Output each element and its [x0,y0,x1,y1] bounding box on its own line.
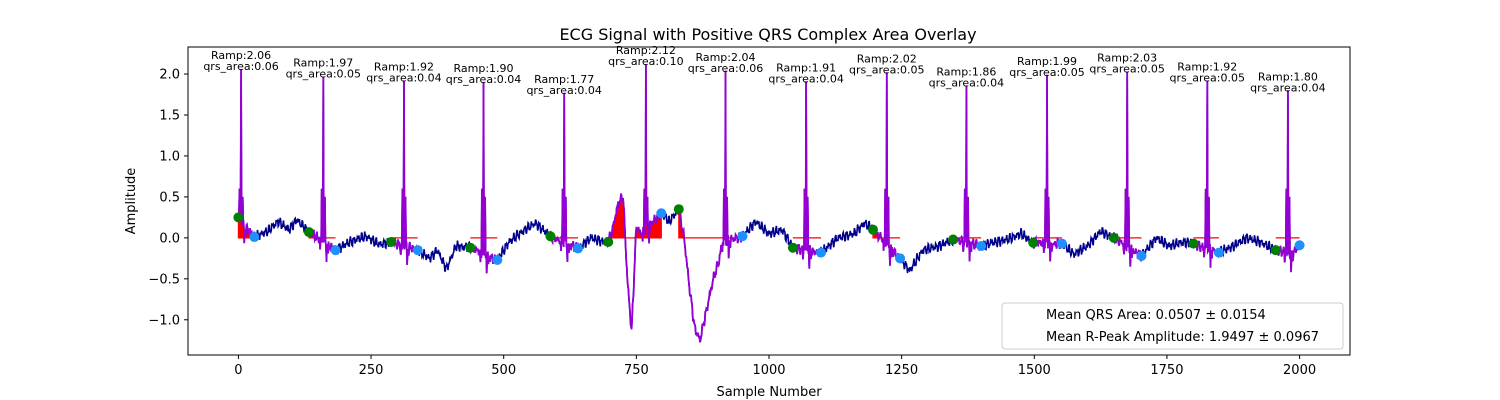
qrs-area-label: qrs_area:0.05 [286,67,361,80]
legend-entry-qrs-area: Mean QRS Area: 0.0507 ± 0.0154 [1046,308,1266,323]
x-tick-label: 250 [359,363,384,378]
qrs-area-label: qrs_area:0.05 [1170,72,1245,85]
legend: Mean QRS Area: 0.0507 ± 0.0154 Mean R-Pe… [1001,302,1344,350]
y-tick-label: 0.5 [159,190,180,205]
r-amplitude-label: Ramp:2.06 [211,49,271,62]
chart-title: ECG Signal with Positive QRS Complex Are… [559,25,976,44]
qrs-onset-marker [787,242,798,253]
x-tick-label: 1750 [1150,363,1183,378]
qrs-area-label: qrs_area:0.04 [929,77,1004,90]
qrs-area-label: qrs_area:0.04 [1250,81,1325,94]
y-tick-label: 1.0 [159,149,180,164]
qrs-segment-line [1032,74,1063,262]
qrs-offset-marker [1136,250,1147,261]
qrs-onset-marker [948,234,959,245]
x-tick-label: 1500 [1018,363,1051,378]
qrs-offset-marker [895,253,906,264]
qrs-onset-marker [233,212,244,223]
qrs-offset-marker [492,254,503,265]
qrs-segment-line [549,92,579,262]
ecg-signal-line [237,64,1301,343]
qrs-onset-marker [303,227,314,238]
qrs-offset-marker [815,247,826,258]
qrs-area-label: qrs_area:0.05 [849,63,924,76]
qrs-segment-line [792,81,822,269]
qrs-onset-marker [1270,245,1281,256]
qrs-onset-marker [386,236,397,247]
qrs-area-label: qrs_area:0.04 [526,84,601,97]
y-tick-label: 0.0 [159,231,180,246]
qrs-segment-line [952,85,983,262]
x-tick-label: 1000 [752,363,785,378]
qrs-segment-line [237,69,256,244]
legend-entry-r-peak: Mean R-Peak Amplitude: 1.9497 ± 0.0967 [1046,330,1319,345]
qrs-onset-marker [603,236,614,247]
qrs-segment-line [390,80,419,265]
y-tick-label: 1.5 [159,108,180,123]
r-amplitude-label: Ramp:1.91 [776,61,836,74]
qrs-offset-marker [412,245,423,256]
qrs-segment-line [1193,80,1220,268]
qrs-offset-marker [656,208,667,219]
qrs-area-label: qrs_area:0.10 [608,55,683,68]
r-amplitude-label: Ramp:2.04 [695,51,755,64]
legend-box [1001,302,1344,350]
qrs-offset-marker [1056,238,1067,249]
qrs-area-label: qrs_area:0.04 [446,73,521,86]
r-amplitude-label: Ramp:1.80 [1258,70,1318,83]
qrs-area-label: qrs_area:0.05 [1009,66,1084,79]
y-tick-label: −0.5 [148,272,180,287]
qrs-area-label: qrs_area:0.04 [768,72,843,85]
x-tick-label: 1250 [885,363,918,378]
qrs-offset-marker [330,245,341,256]
r-amplitude-label: Ramp:2.02 [857,52,917,65]
qrs-onset-marker [465,242,476,253]
r-amplitude-label: Ramp:1.97 [293,56,353,69]
y-axis-title: Amplitude [124,168,139,235]
qrs-offset-marker [976,241,987,252]
x-tick-label: 0 [234,363,242,378]
x-tick-label: 500 [491,363,516,378]
r-amplitude-label: Ramp:1.86 [936,66,996,79]
qrs-segment-line [607,64,663,330]
qrs-offset-marker [737,231,748,242]
qrs-onset-marker [1028,237,1039,248]
axes: 0 250 500 750 1000 1250 1500 1750 2000 −1.0 −0.5 0.… [148,68,1316,378]
qrs-offset-marker [1213,247,1224,258]
qrs-area-label: qrs_area:0.04 [366,72,441,85]
qrs-offset-marker [249,232,260,243]
qrs-offset-marker [572,243,583,254]
y-tick-label: −1.0 [148,313,180,328]
x-axis-title: Sample Number [716,385,822,400]
y-tick-label: 2.0 [159,68,180,83]
r-amplitude-label: Ramp:1.77 [534,73,594,86]
x-tick-label: 2000 [1283,363,1316,378]
qrs-segment-line [1113,71,1143,267]
qrs-offset-marker [1294,240,1305,251]
qrs-positive-area [678,70,744,239]
r-amplitude-label: Ramp:1.92 [374,61,434,74]
qrs-onset-marker [545,231,556,242]
r-amplitude-label: Ramp:1.90 [454,62,514,75]
qrs-segment-line [469,82,499,274]
qrs-area-label: qrs_area:0.06 [203,60,278,73]
r-amplitude-label: Ramp:1.92 [1177,61,1237,74]
x-tick-label: 750 [624,363,649,378]
r-amplitude-label: Ramp:1.99 [1017,55,1077,68]
qrs-segment-line [872,72,901,266]
qrs-onset-marker [1188,238,1199,249]
qrs-onset-marker [1108,232,1119,243]
qrs-segment-line [677,70,744,343]
qrs-onset-marker [867,224,878,235]
qrs-area-label: qrs_area:0.05 [1089,63,1164,76]
qrs-onset-marker [673,204,684,215]
qrs-area-label: qrs_area:0.06 [688,62,763,75]
r-amplitude-label: Ramp:2.03 [1097,52,1157,65]
